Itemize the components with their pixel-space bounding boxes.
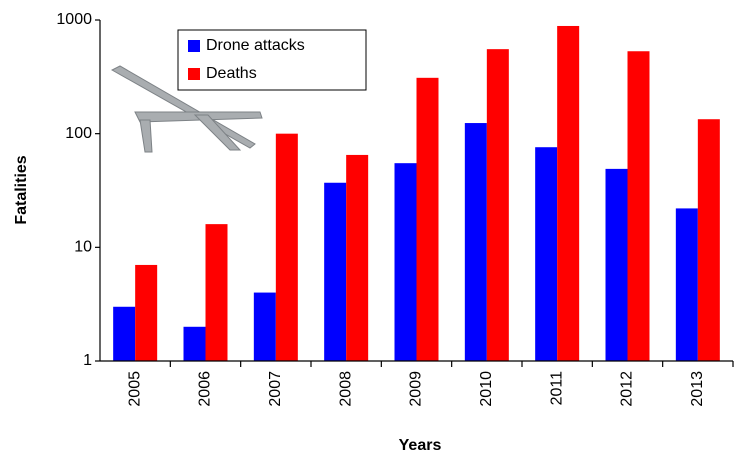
y-axis-label: Fatalities — [13, 155, 30, 224]
bar — [627, 51, 650, 361]
x-tick-label: 2009 — [408, 371, 425, 407]
bar — [675, 208, 698, 361]
legend-label: Deaths — [206, 65, 257, 82]
y-tick-label: 1000 — [56, 11, 92, 28]
bar — [557, 25, 580, 361]
x-tick-label: 2012 — [619, 371, 636, 407]
x-tick-label: 2005 — [126, 371, 143, 407]
legend-swatch — [188, 40, 200, 52]
bar — [346, 154, 369, 361]
bar — [113, 306, 136, 361]
legend-box — [177, 29, 367, 91]
bar — [605, 168, 628, 361]
x-tick-label: 2013 — [689, 371, 706, 407]
bar — [324, 182, 347, 361]
bar — [275, 133, 298, 361]
bar — [535, 147, 558, 361]
x-tick-label: 2010 — [478, 371, 495, 407]
bar — [416, 77, 439, 362]
bar — [183, 326, 206, 361]
x-tick-label: 2011 — [548, 371, 565, 406]
legend-label: Drone attacks — [206, 37, 305, 54]
x-tick-label: 2007 — [267, 371, 284, 407]
y-tick-label: 1 — [83, 352, 92, 369]
bar — [697, 119, 720, 361]
y-tick-label: 100 — [65, 125, 92, 142]
bar — [135, 264, 158, 361]
y-tick-label: 10 — [74, 239, 92, 256]
x-tick-label: 2008 — [337, 371, 354, 407]
plane-tail — [193, 114, 242, 151]
x-tick-label: 2006 — [197, 371, 214, 407]
bar — [486, 49, 509, 361]
x-axis-label: Years — [399, 437, 442, 454]
bar — [253, 292, 276, 361]
legend-swatch — [188, 68, 200, 80]
plane-fin — [139, 119, 153, 153]
bar — [205, 224, 228, 361]
plane-illustration — [110, 65, 263, 153]
bar — [394, 163, 417, 361]
bar — [464, 123, 487, 362]
